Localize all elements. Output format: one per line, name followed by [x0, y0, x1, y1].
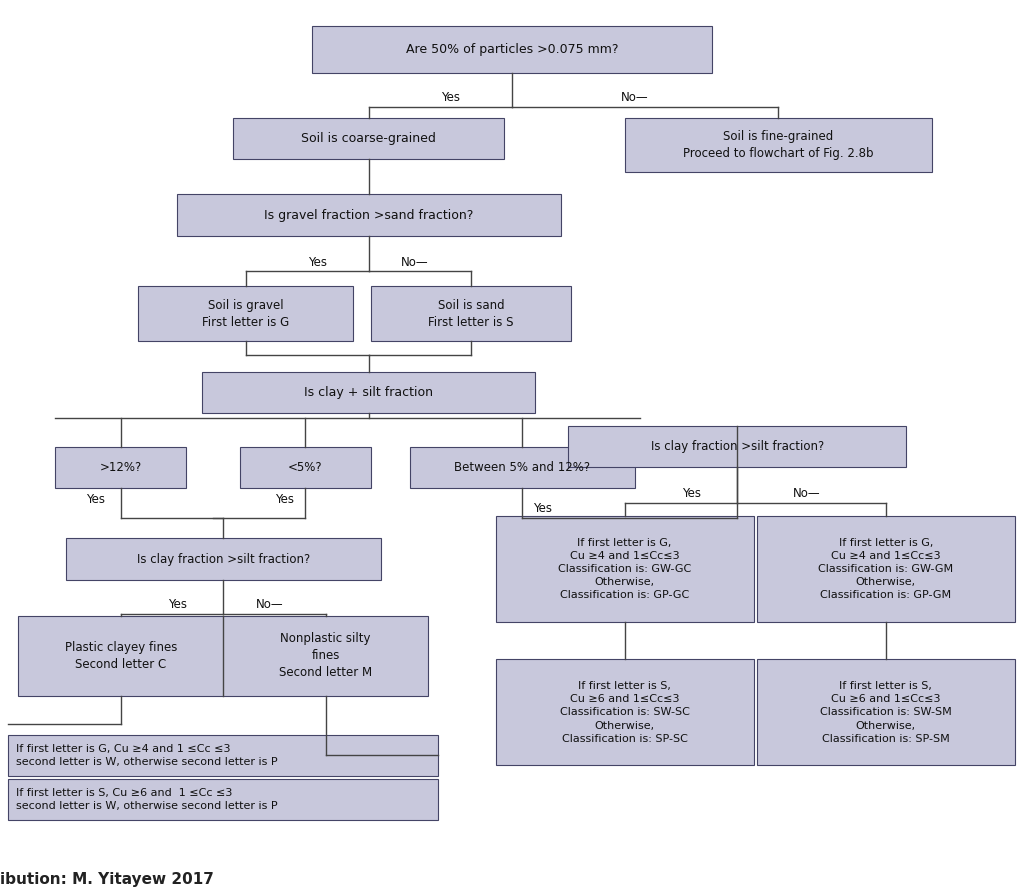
Text: Yes: Yes	[441, 91, 460, 104]
FancyBboxPatch shape	[625, 118, 932, 172]
Text: If first letter is G,
Cu ≥4 and 1≤Cc≤3
Classification is: GW-GC
Otherwise,
Class: If first letter is G, Cu ≥4 and 1≤Cc≤3 C…	[558, 538, 691, 600]
Text: Soil is sand
First letter is S: Soil is sand First letter is S	[428, 298, 514, 329]
FancyBboxPatch shape	[240, 447, 371, 488]
Text: Nonplastic silty
fines
Second letter M: Nonplastic silty fines Second letter M	[280, 633, 372, 679]
FancyBboxPatch shape	[496, 516, 754, 622]
Text: Soil is coarse-grained: Soil is coarse-grained	[301, 133, 436, 145]
Text: No—: No—	[401, 256, 428, 269]
Text: If first letter is S,
Cu ≥6 and 1≤Cc≤3
Classification is: SW-SM
Otherwise,
Class: If first letter is S, Cu ≥6 and 1≤Cc≤3 C…	[820, 681, 951, 744]
Text: Yes: Yes	[682, 487, 700, 500]
Text: Yes: Yes	[308, 256, 327, 269]
FancyBboxPatch shape	[55, 447, 186, 488]
Text: Yes: Yes	[86, 493, 104, 505]
FancyBboxPatch shape	[202, 372, 535, 413]
FancyBboxPatch shape	[410, 447, 635, 488]
FancyBboxPatch shape	[66, 538, 381, 580]
Text: >12%?: >12%?	[99, 461, 142, 474]
Text: ibution: M. Yitayew 2017: ibution: M. Yitayew 2017	[0, 872, 214, 887]
Text: Yes: Yes	[534, 503, 552, 515]
FancyBboxPatch shape	[8, 779, 438, 820]
Text: If first letter is G, Cu ≥4 and 1 ≤Cc ≤3
second letter is W, otherwise second le: If first letter is G, Cu ≥4 and 1 ≤Cc ≤3…	[16, 744, 278, 767]
Text: Yes: Yes	[275, 493, 294, 505]
FancyBboxPatch shape	[176, 194, 561, 236]
Text: Is clay fraction >silt fraction?: Is clay fraction >silt fraction?	[136, 553, 310, 565]
FancyBboxPatch shape	[138, 286, 353, 341]
FancyBboxPatch shape	[312, 26, 712, 73]
Text: Is gravel fraction >sand fraction?: Is gravel fraction >sand fraction?	[264, 209, 473, 221]
FancyBboxPatch shape	[18, 616, 428, 696]
FancyBboxPatch shape	[757, 659, 1015, 765]
FancyBboxPatch shape	[568, 426, 906, 467]
Text: Is clay fraction >silt fraction?: Is clay fraction >silt fraction?	[650, 440, 824, 452]
Text: Is clay + silt fraction: Is clay + silt fraction	[304, 386, 433, 399]
FancyBboxPatch shape	[757, 516, 1015, 622]
Text: Are 50% of particles >0.075 mm?: Are 50% of particles >0.075 mm?	[406, 43, 618, 56]
Text: If first letter is S, Cu ≥6 and  1 ≤Cc ≤3
second letter is W, otherwise second l: If first letter is S, Cu ≥6 and 1 ≤Cc ≤3…	[16, 788, 278, 811]
Text: Yes: Yes	[168, 599, 186, 611]
Text: No—: No—	[793, 487, 820, 500]
Text: <5%?: <5%?	[288, 461, 323, 474]
Text: No—: No—	[622, 91, 648, 104]
Text: No—: No—	[256, 599, 283, 611]
Text: If first letter is S,
Cu ≥6 and 1≤Cc≤3
Classification is: SW-SC
Otherwise,
Class: If first letter is S, Cu ≥6 and 1≤Cc≤3 C…	[560, 681, 689, 744]
Text: Plastic clayey fines
Second letter C: Plastic clayey fines Second letter C	[65, 641, 177, 671]
FancyBboxPatch shape	[496, 659, 754, 765]
FancyBboxPatch shape	[232, 118, 504, 159]
Text: Soil is gravel
First letter is G: Soil is gravel First letter is G	[202, 298, 290, 329]
FancyBboxPatch shape	[372, 286, 571, 341]
Text: Soil is fine-grained
Proceed to flowchart of Fig. 2.8b: Soil is fine-grained Proceed to flowchar…	[683, 130, 873, 160]
Text: Between 5% and 12%?: Between 5% and 12%?	[455, 461, 590, 474]
FancyBboxPatch shape	[8, 735, 438, 776]
Text: If first letter is G,
Cu ≥4 and 1≤Cc≤3
Classification is: GW-GM
Otherwise,
Class: If first letter is G, Cu ≥4 and 1≤Cc≤3 C…	[818, 538, 953, 600]
